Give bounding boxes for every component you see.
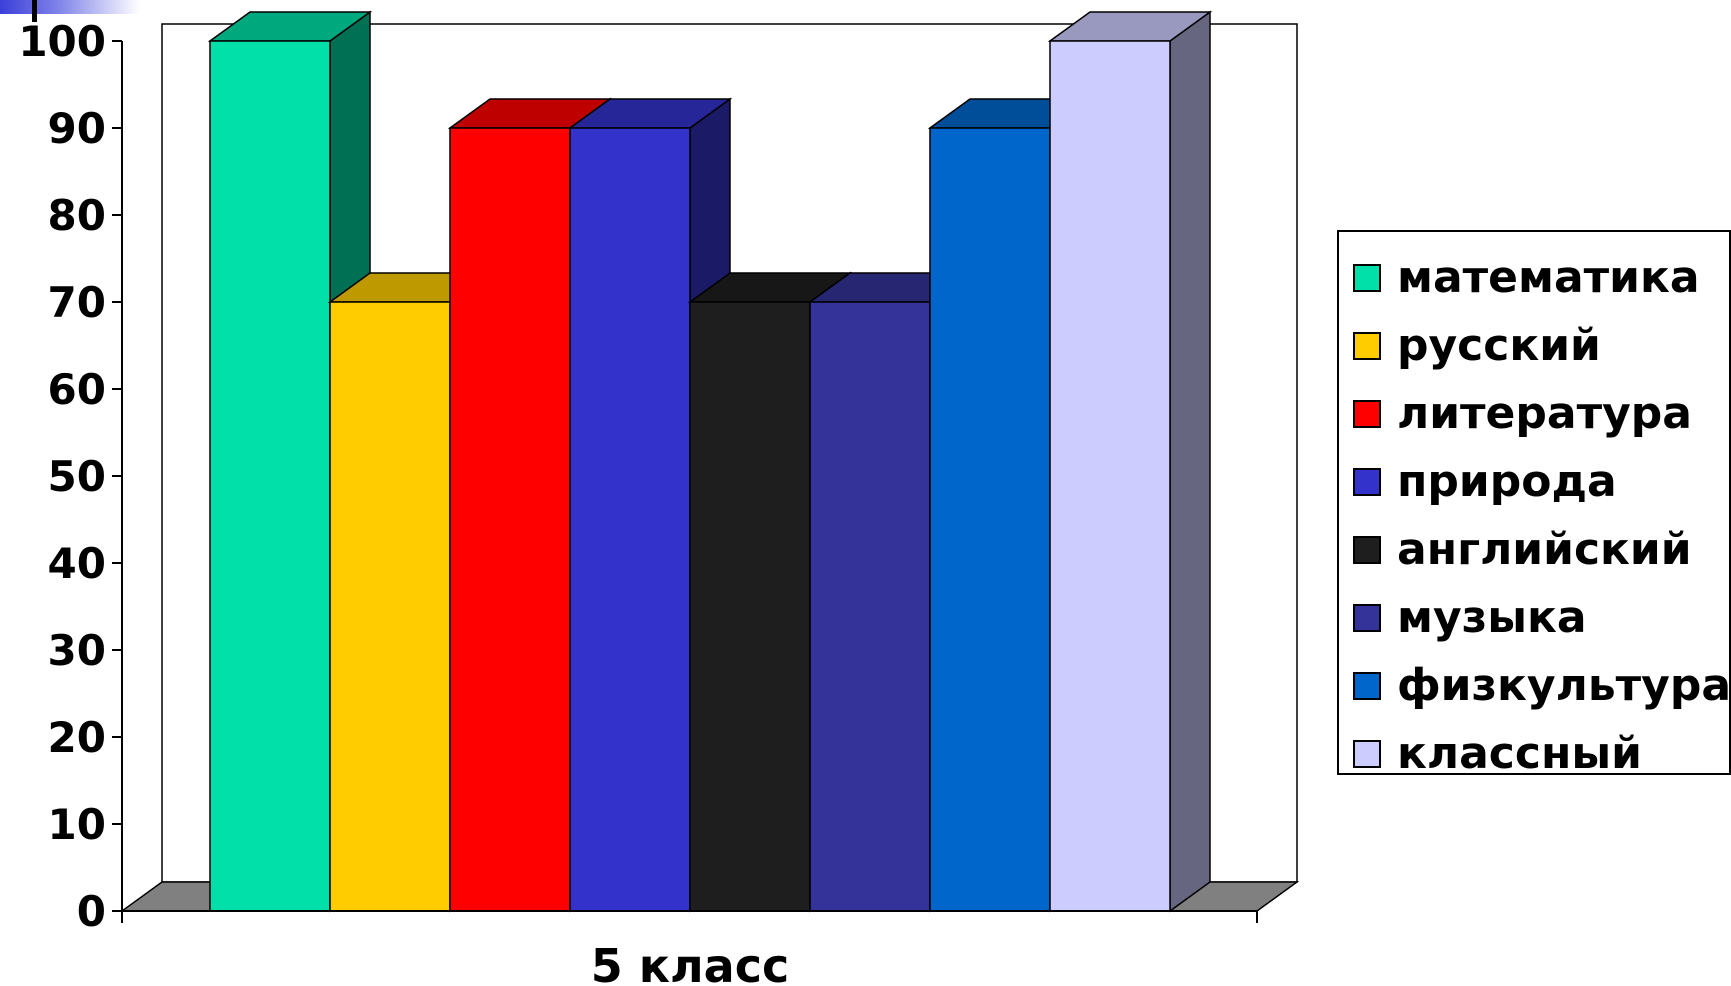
legend-swatch — [1353, 672, 1381, 700]
legend-label: физкультура — [1397, 660, 1731, 711]
y-tick-label: 50 — [48, 452, 106, 501]
y-tick-label: 90 — [48, 104, 106, 153]
slide-corner-bar — [32, 0, 37, 22]
legend-label: природа — [1397, 456, 1617, 507]
legend-label: английский — [1397, 524, 1692, 575]
legend-item: природа — [1339, 448, 1729, 516]
bar-front — [809, 301, 931, 912]
bars-group — [207, 10, 1213, 913]
y-tick-label: 100 — [18, 17, 106, 66]
y-tick-label: 70 — [48, 278, 106, 327]
x-axis-label: 5 класс — [591, 939, 790, 986]
legend-swatch — [1353, 468, 1381, 496]
bar-side — [1169, 10, 1211, 913]
legend-item: классный — [1339, 720, 1729, 788]
bar-front — [449, 127, 571, 912]
y-tick-label: 80 — [48, 191, 106, 240]
legend-item: физкультура — [1339, 652, 1731, 720]
legend-swatch — [1353, 604, 1381, 632]
legend-item: литература — [1339, 380, 1729, 448]
bar-front — [329, 301, 451, 912]
y-tick-label: 10 — [48, 800, 106, 849]
bar-8 — [1047, 10, 1213, 913]
legend-label: математика — [1397, 252, 1700, 303]
y-axis: 0 10 20 30 40 50 60 70 80 90 100 — [18, 17, 123, 936]
legend-label: русский — [1397, 320, 1601, 371]
legend-item: русский — [1339, 312, 1729, 380]
bar-front — [1049, 40, 1171, 912]
y-tick-label: 60 — [48, 365, 106, 414]
legend-item: английский — [1339, 516, 1729, 584]
legend-item: математика — [1339, 244, 1729, 312]
y-tick-label: 20 — [48, 713, 106, 762]
y-tick-label: 0 — [77, 887, 106, 936]
legend: математика русский литература природа англий… — [1337, 230, 1731, 776]
legend-swatch — [1353, 400, 1381, 428]
bar-front — [929, 127, 1051, 912]
legend-swatch — [1353, 536, 1381, 564]
legend-swatch — [1353, 332, 1381, 360]
bar-front — [209, 40, 331, 912]
legend-swatch — [1353, 740, 1381, 768]
legend-item: музыка — [1339, 584, 1729, 652]
bar-front — [569, 127, 691, 912]
legend-label: музыка — [1397, 592, 1587, 643]
legend-label: литература — [1397, 388, 1692, 439]
bar-front — [689, 301, 811, 912]
legend-swatch — [1353, 264, 1381, 292]
legend-label: классный — [1397, 728, 1642, 779]
y-tick-label: 40 — [48, 539, 106, 588]
y-tick-label: 30 — [48, 626, 106, 675]
x-axis: 5 класс — [121, 910, 1258, 986]
